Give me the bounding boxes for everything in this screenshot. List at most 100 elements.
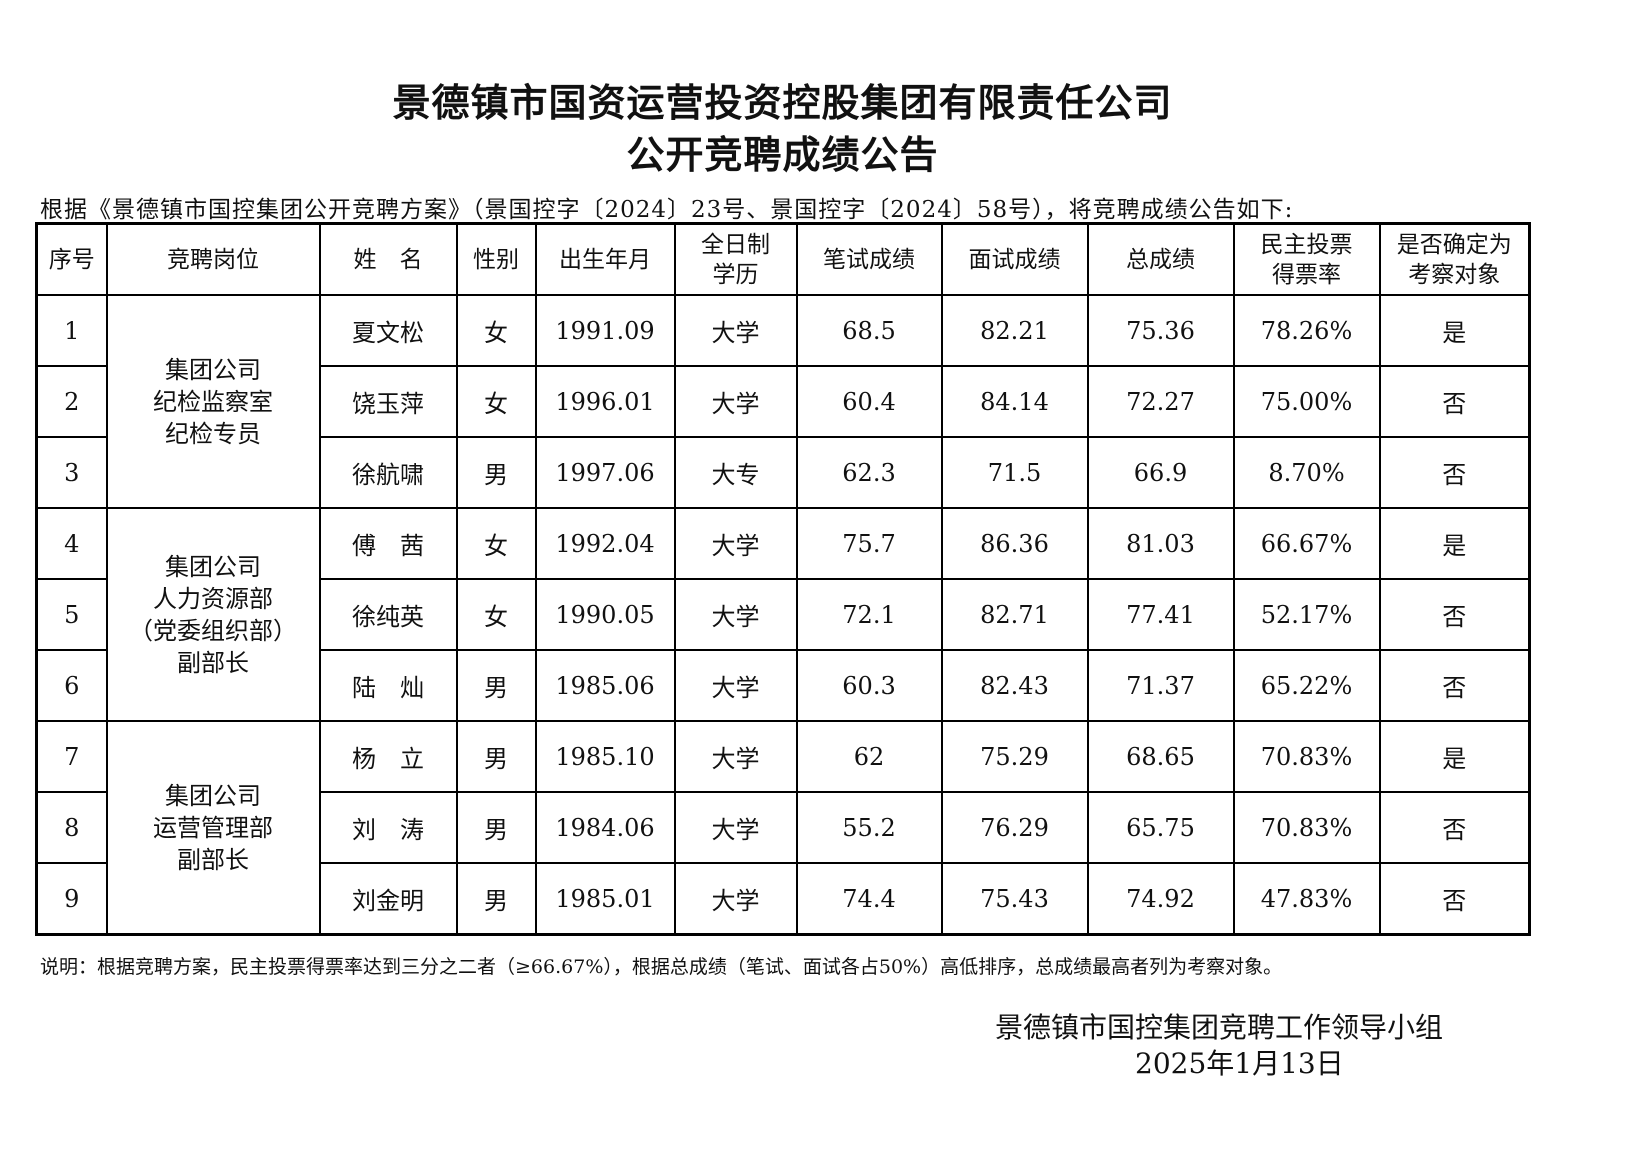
vote-rate-cell: 70.83% — [1232, 720, 1381, 793]
selected-cell: 否 — [1378, 791, 1531, 864]
results-table: 序号 竞聘岗位姓 名性别 出生年月 全日制 学历 笔试成绩 面试成绩 总成绩 民主投票 得票率 是否… — [35, 222, 1531, 936]
header-cell: 总成绩 — [1086, 222, 1235, 296]
document-title: 景德镇市国资运营投资控股集团有限责任公司 — [392, 81, 1173, 125]
row-number-cell: 2 — [35, 365, 108, 438]
birth-month-cell: 1990.05 — [534, 578, 676, 651]
total-score-cell: 75.36 — [1086, 294, 1235, 367]
intro-text: 根据《景德镇市国控集团公开竞聘方案》（景国控字〔2024〕23号、景国控字〔20… — [40, 197, 1294, 223]
row-number-cell: 3 — [35, 436, 108, 509]
gender-cell: 男 — [455, 862, 537, 936]
birth-month-cell: 1996.01 — [534, 365, 676, 438]
table-header-row: 序号 竞聘岗位姓 名性别 出生年月 全日制 学历 笔试成绩 面试成绩 总成绩 民主投票 得票率 是否… — [35, 222, 1531, 296]
vote-rate-cell: 47.83% — [1232, 862, 1381, 936]
table-row: 6 陆 灿男 1985.06 大学 60.3 82.43 71.37 65.22% 否 — [35, 649, 1531, 722]
birth-month-cell: 1984.06 — [534, 791, 676, 864]
interview-score-cell: 82.71 — [940, 578, 1089, 651]
selected-cell: 否 — [1378, 578, 1531, 651]
name-cell: 刘金明 — [318, 862, 458, 936]
education-cell: 大学 — [673, 294, 798, 367]
name-cell: 傅 茜 — [318, 507, 458, 580]
name-cell: 杨 立 — [318, 720, 458, 793]
name-cell: 徐纯英 — [318, 578, 458, 651]
written-score-cell: 75.7 — [795, 507, 943, 580]
vote-rate-cell: 66.67% — [1232, 507, 1381, 580]
name-cell: 刘 涛 — [318, 791, 458, 864]
header-cell: 竞聘岗位 — [105, 222, 321, 296]
interview-score-cell: 84.14 — [940, 365, 1089, 438]
written-score-cell: 72.1 — [795, 578, 943, 651]
row-number-cell: 7 — [35, 720, 108, 793]
name-cell: 陆 灿 — [318, 649, 458, 722]
interview-score-cell: 75.29 — [940, 720, 1089, 793]
total-score-cell: 72.27 — [1086, 365, 1235, 438]
total-score-cell: 65.75 — [1086, 791, 1235, 864]
position-cell: 集团公司 纪检监察室 纪检专员 — [105, 294, 321, 509]
header-cell: 出生年月 — [534, 222, 676, 296]
written-score-cell: 55.2 — [795, 791, 943, 864]
gender-cell: 男 — [455, 791, 537, 864]
birth-month-cell: 1985.01 — [534, 862, 676, 936]
selected-cell: 否 — [1378, 862, 1531, 936]
written-score-cell: 74.4 — [795, 862, 943, 936]
total-score-cell: 81.03 — [1086, 507, 1235, 580]
row-number-cell: 8 — [35, 791, 108, 864]
written-score-cell: 62 — [795, 720, 943, 793]
vote-rate-cell: 70.83% — [1232, 791, 1381, 864]
header-cell: 笔试成绩 — [795, 222, 943, 296]
total-score-cell: 74.92 — [1086, 862, 1235, 936]
total-score-cell: 77.41 — [1086, 578, 1235, 651]
row-number-cell: 4 — [35, 507, 108, 580]
header-cell: 民主投票 得票率 — [1232, 222, 1381, 296]
selected-cell: 是 — [1378, 720, 1531, 793]
name-cell: 徐航啸 — [318, 436, 458, 509]
birth-month-cell: 1997.06 — [534, 436, 676, 509]
table-row: 3 徐航啸男 1997.06 大专 62.3 71.5 66.9 8.70% 否 — [35, 436, 1531, 509]
total-score-cell: 71.37 — [1086, 649, 1235, 722]
document-subtitle: 公开竞聘成绩公告 — [626, 133, 939, 177]
birth-month-cell: 1985.10 — [534, 720, 676, 793]
table-row: 2 饶玉萍女 1996.01 大学 60.4 84.14 72.27 75.00% 否 — [35, 365, 1531, 438]
interview-score-cell: 71.5 — [940, 436, 1089, 509]
header-cell: 序号 — [35, 222, 108, 296]
education-cell: 大学 — [673, 578, 798, 651]
table-row: 4 集团公司 人力资源部 （党委组织部） 副部长傅 茜女 1992.04 大学 75.7 86.… — [35, 507, 1531, 722]
education-cell: 大学 — [673, 791, 798, 864]
table-row: 5 徐纯英女 1990.05 大学 72.1 82.71 77.41 52.17% 否 — [35, 578, 1531, 651]
gender-cell: 男 — [455, 720, 537, 793]
signature: 景德镇市国控集团竞聘工作领导小组 — [995, 1011, 1444, 1044]
position-cell: 集团公司 人力资源部 （党委组织部） 副部长 — [105, 507, 321, 722]
education-cell: 大学 — [673, 862, 798, 936]
interview-score-cell: 86.36 — [940, 507, 1089, 580]
row-number-cell: 1 — [35, 294, 108, 367]
interview-score-cell: 82.43 — [940, 649, 1089, 722]
date: 2025年1月13日 — [1135, 1047, 1344, 1080]
interview-score-cell: 82.21 — [940, 294, 1089, 367]
vote-rate-cell: 75.00% — [1232, 365, 1381, 438]
selected-cell: 否 — [1378, 436, 1531, 509]
education-cell: 大专 — [673, 436, 798, 509]
birth-month-cell: 1991.09 — [534, 294, 676, 367]
education-cell: 大学 — [673, 649, 798, 722]
gender-cell: 女 — [455, 294, 537, 367]
position-cell: 集团公司 运营管理部 副部长 — [105, 720, 321, 936]
header-cell: 是否确定为 考察对象 — [1378, 222, 1531, 296]
gender-cell: 女 — [455, 578, 537, 651]
table-row: 9 刘金明男 1985.01 大学 74.4 75.43 74.92 47.83% 否 — [35, 862, 1531, 936]
interview-score-cell: 76.29 — [940, 791, 1089, 864]
written-score-cell: 62.3 — [795, 436, 943, 509]
gender-cell: 男 — [455, 436, 537, 509]
vote-rate-cell: 8.70% — [1232, 436, 1381, 509]
written-score-cell: 60.3 — [795, 649, 943, 722]
selected-cell: 是 — [1378, 294, 1531, 367]
vote-rate-cell: 65.22% — [1232, 649, 1381, 722]
header-cell: 姓 名 — [318, 222, 458, 296]
written-score-cell: 68.5 — [795, 294, 943, 367]
education-cell: 大学 — [673, 365, 798, 438]
header-cell: 性别 — [455, 222, 537, 296]
gender-cell: 女 — [455, 507, 537, 580]
vote-rate-cell: 78.26% — [1232, 294, 1381, 367]
birth-month-cell: 1985.06 — [534, 649, 676, 722]
selected-cell: 否 — [1378, 649, 1531, 722]
vote-rate-cell: 52.17% — [1232, 578, 1381, 651]
education-cell: 大学 — [673, 720, 798, 793]
